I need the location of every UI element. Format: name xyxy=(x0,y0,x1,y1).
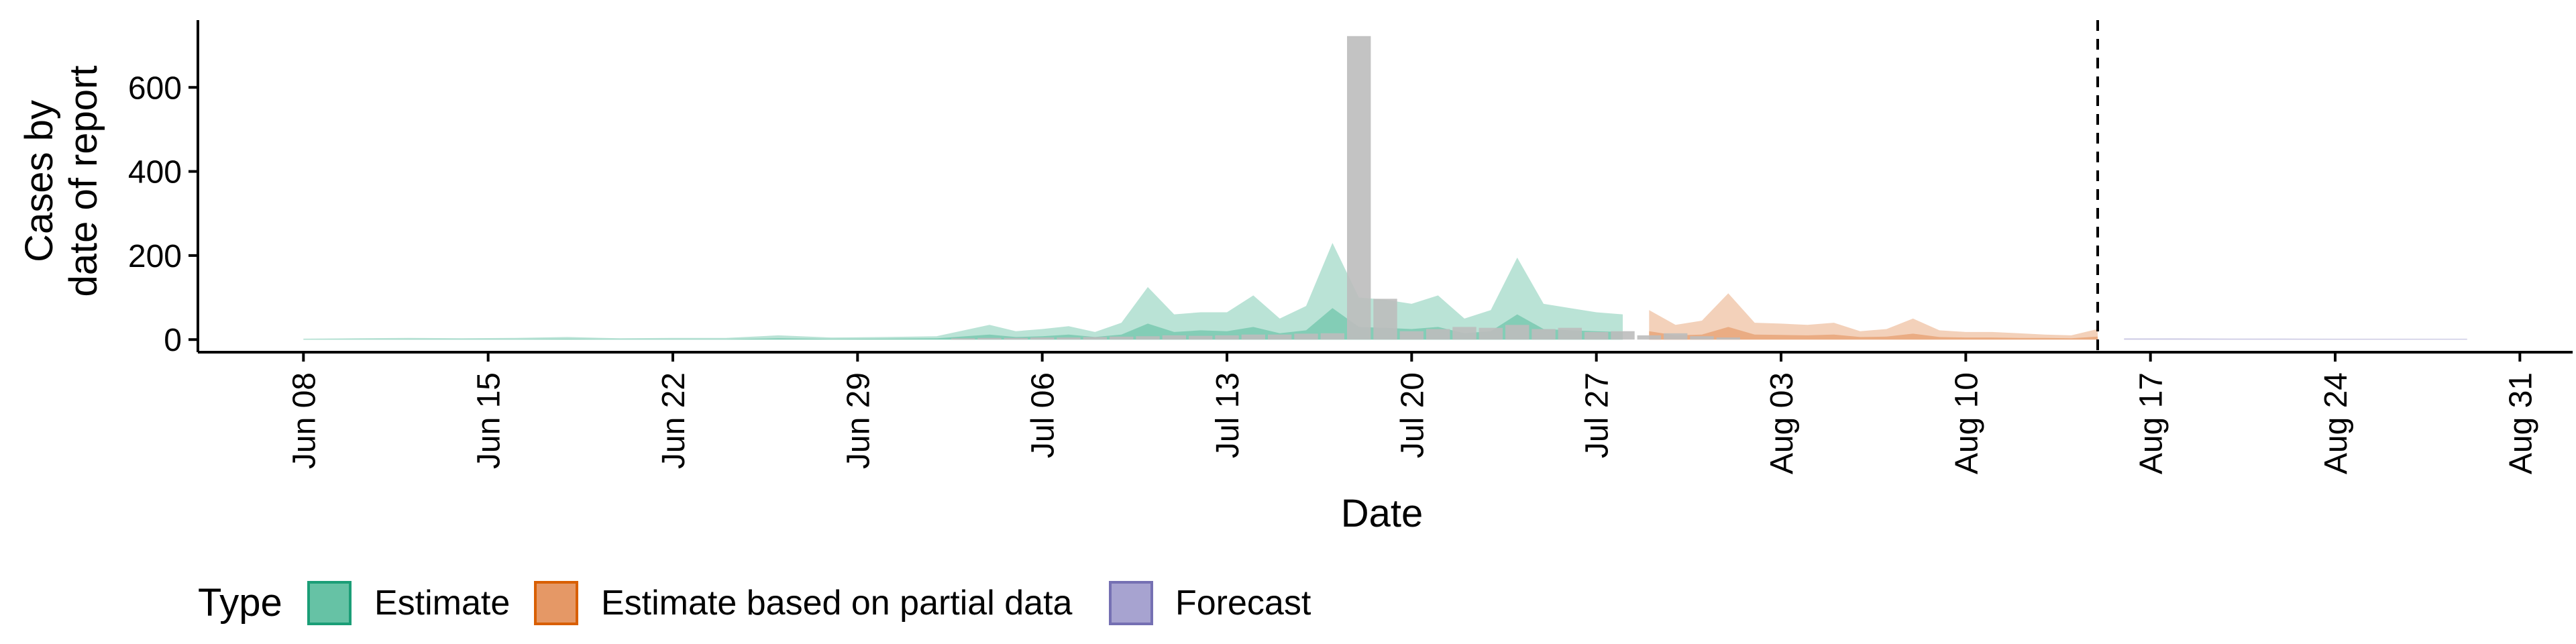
x-tick-label: Aug 03 xyxy=(1764,372,1800,474)
ribbon-outer-estimate-based-on-partial-data xyxy=(1649,293,2098,340)
ribbon-inner-forecast xyxy=(2124,339,2467,340)
legend-key-forecast xyxy=(1109,581,1153,625)
y-axis-title-line-1: Cases by xyxy=(17,100,61,262)
axes: 0 200 400 600 Jun 08 Jun 15 Jun 22 Jun 29 Jul 0… xyxy=(128,20,2573,474)
reported-cases-bar xyxy=(1664,333,1688,340)
x-tick-label: Aug 10 xyxy=(1949,372,1984,474)
reported-cases-bar xyxy=(1083,337,1107,340)
reported-cases-bar xyxy=(1505,325,1529,340)
reported-cases-bar xyxy=(1716,337,1740,340)
reported-cases-bar xyxy=(1268,334,1292,340)
reported-cases-bar xyxy=(1347,36,1371,340)
legend-label-partial: Estimate based on partial data xyxy=(601,584,1073,623)
y-ticks: 0 200 400 600 xyxy=(128,70,198,358)
reported-cases-bar xyxy=(1637,335,1661,340)
x-tick-label: Jul 20 xyxy=(1395,372,1430,458)
reported-cases-bar xyxy=(1532,329,1556,340)
y-tick-label: 200 xyxy=(128,239,182,274)
ribbon-outer-estimate xyxy=(303,243,1623,340)
x-tick-label: Jun 22 xyxy=(656,372,692,469)
x-tick-label: Jun 15 xyxy=(472,372,507,469)
legend-key-partial xyxy=(534,581,578,625)
x-tick-label: Jul 13 xyxy=(1210,372,1246,458)
legend-key-estimate xyxy=(307,581,352,625)
x-tick-label: Jul 27 xyxy=(1580,372,1615,458)
y-tick-label: 400 xyxy=(128,155,182,191)
reported-cases-bar xyxy=(1162,335,1186,340)
reported-cases-bar xyxy=(1110,336,1134,340)
x-axis-title: Date xyxy=(1341,492,1424,535)
plot-area xyxy=(303,20,2467,352)
reported-cases-bar xyxy=(1030,337,1055,340)
reported-cases-bar xyxy=(1452,327,1477,340)
x-tick-label: Aug 24 xyxy=(2318,372,2354,474)
x-tick-label: Jun 29 xyxy=(841,372,876,469)
legend-label-estimate: Estimate xyxy=(374,584,510,623)
reported-cases-bar xyxy=(951,338,975,340)
legend-label-forecast: Forecast xyxy=(1175,584,1311,623)
reported-cases-bar xyxy=(1690,336,1714,340)
y-axis-title-line-2: date of report xyxy=(62,66,105,297)
reported-cases-bar xyxy=(1004,337,1028,340)
reported-cases-bar xyxy=(1057,337,1081,340)
x-tick-label: Jun 08 xyxy=(286,372,322,469)
x-tick-label: Jul 06 xyxy=(1026,372,1061,458)
y-tick-label: 600 xyxy=(128,70,182,106)
reported-cases-bar xyxy=(1241,334,1265,340)
reported-cases-bar xyxy=(1373,299,1397,340)
reported-cases-bar xyxy=(1611,331,1635,340)
ribbon-inner-estimate-based-on-partial-data xyxy=(1649,327,2098,340)
reported-cases-bar xyxy=(1215,335,1239,340)
y-tick-label: 0 xyxy=(164,323,182,358)
legend: Type Estimate Estimate based on partial … xyxy=(198,581,1311,625)
reported-cases-bar xyxy=(1479,327,1503,340)
x-ticks: Jun 08 Jun 15 Jun 22 Jun 29 Jul 06 Jul 13 Jul … xyxy=(286,352,2538,474)
reported-cases-bar xyxy=(1399,331,1424,340)
reported-cases-bar xyxy=(1294,333,1318,340)
reported-cases-bar xyxy=(1320,333,1344,340)
reported-cases-bar xyxy=(1585,331,1609,340)
legend-title: Type xyxy=(198,581,282,625)
reported-cases-bar xyxy=(1136,336,1160,340)
reported-cases-bar xyxy=(1426,329,1450,340)
reported-cases-bar xyxy=(977,337,1002,340)
reported-cases-bar xyxy=(1558,327,1582,340)
reported-cases-bar xyxy=(1189,335,1213,340)
x-tick-label: Aug 17 xyxy=(2134,372,2169,474)
x-tick-label: Aug 31 xyxy=(2503,372,2538,474)
